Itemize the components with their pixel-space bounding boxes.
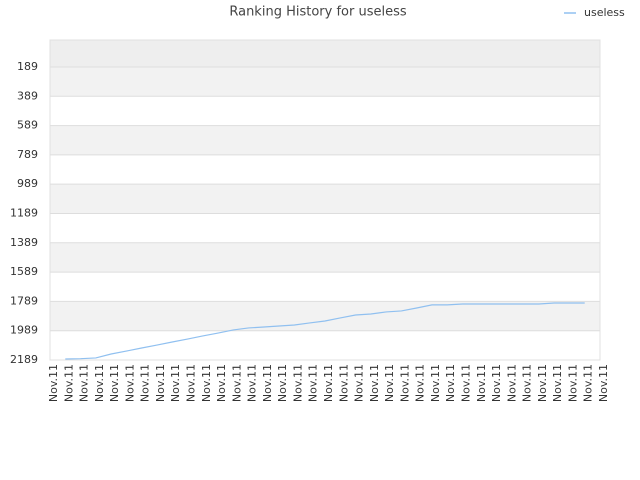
plot-border [49, 39, 601, 361]
x-tick-label: Nov.11 [444, 364, 457, 402]
x-tick-label: Nov.11 [322, 364, 335, 402]
plot-band [50, 125, 600, 155]
x-tick-label: Nov.11 [139, 364, 152, 402]
y-tick-label: 189 [17, 60, 38, 73]
plot-band [50, 96, 600, 126]
x-tick-label: Nov.11 [551, 364, 564, 402]
x-tick-label: Nov.11 [261, 364, 274, 402]
x-tick-label: Nov.11 [398, 364, 411, 402]
x-tick-label: Nov.11 [368, 364, 381, 402]
x-tick-label: Nov.11 [597, 364, 610, 402]
y-tick-label: 1189 [10, 206, 38, 219]
x-tick-label: Nov.11 [291, 364, 304, 402]
plot-band [50, 213, 600, 243]
y-tick-label: 1389 [10, 236, 38, 249]
plot-band [50, 40, 600, 67]
x-tick-label: Nov.11 [337, 364, 350, 402]
plot-band [50, 184, 600, 214]
x-tick-label: Nov.11 [353, 364, 366, 402]
plot-band [50, 272, 600, 302]
x-tick-label: Nov.11 [383, 364, 396, 402]
y-tick-label: 2189 [10, 353, 38, 366]
x-tick-label: Nov.11 [475, 364, 488, 402]
y-tick-label: 989 [17, 177, 38, 190]
x-tick-label: Nov.11 [246, 364, 259, 402]
chart-title: Ranking History for useless [229, 5, 406, 20]
x-tick-label: Nov.11 [307, 364, 320, 402]
plot-band [50, 154, 600, 185]
x-tick-label: Nov.11 [505, 364, 518, 402]
x-tick-label: Nov.11 [490, 364, 503, 402]
legend-label: useless [584, 6, 625, 19]
x-tick-label: Nov.11 [276, 364, 289, 402]
y-tick-label: 1589 [10, 265, 38, 278]
plot-band [50, 242, 600, 273]
x-tick-label: Nov.11 [185, 364, 198, 402]
plot-band [50, 301, 600, 331]
x-tick-label: Nov.11 [460, 364, 473, 402]
y-tick-label: 1989 [10, 324, 38, 337]
y-tick-label: 789 [17, 148, 38, 161]
line [65, 302, 585, 360]
x-tick-label: Nov.11 [200, 364, 213, 402]
x-tick-label: Nov.11 [62, 364, 75, 402]
x-tick-label: Nov.11 [108, 364, 121, 402]
x-tick-label: Nov.11 [521, 364, 534, 402]
plot-band [50, 330, 600, 360]
x-tick-label: Nov.11 [123, 364, 136, 402]
y-tick-label: 589 [17, 119, 38, 132]
x-tick-label: Nov.11 [536, 364, 549, 402]
x-tick-label: Nov.11 [78, 364, 91, 402]
y-tick-label: 1789 [10, 294, 38, 307]
x-tick-label: Nov.11 [429, 364, 442, 402]
x-tick-label: Nov.11 [169, 364, 182, 402]
x-tick-label: Nov.11 [230, 364, 243, 402]
x-tick-label: Nov.11 [47, 364, 60, 402]
x-tick-label: Nov.11 [582, 364, 595, 402]
x-tick-label: Nov.11 [566, 364, 579, 402]
y-tick-label: 389 [17, 89, 38, 102]
x-tick-label: Nov.11 [93, 364, 106, 402]
x-tick-label: Nov.11 [414, 364, 427, 402]
x-tick-label: Nov.11 [154, 364, 167, 402]
x-tick-label: Nov.11 [215, 364, 228, 402]
plot-band [50, 66, 600, 97]
